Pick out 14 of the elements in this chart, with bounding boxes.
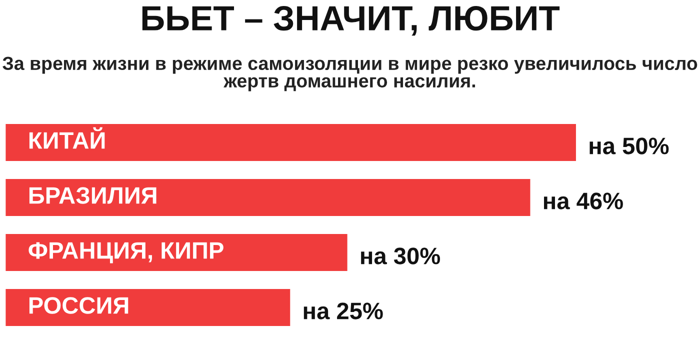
bar <box>5 232 349 272</box>
y-tick-label: БРАЗИЛИЯ <box>29 187 156 204</box>
data-label: на 46% <box>544 192 623 210</box>
bar <box>5 178 532 218</box>
chart-title: БЬЕТ – ЗНАЧИТ, ЛЮБИТ <box>142 6 560 36</box>
y-tick-label: РОССИЯ <box>29 297 128 314</box>
y-tick-label: ФРАНЦИЯ, КИПР <box>28 242 224 264</box>
bar <box>5 122 578 162</box>
y-tick-label: КИТАЙ <box>29 127 105 149</box>
data-label: на 50% <box>590 138 669 154</box>
data-label: на 30% <box>361 248 440 264</box>
bar <box>5 288 292 328</box>
chart-subtitle: За время жизни в режиме самоизоляции в мире резко увеличилось число жертв домашнего насилия. <box>2 56 698 92</box>
data-label: на 25% <box>304 302 383 320</box>
